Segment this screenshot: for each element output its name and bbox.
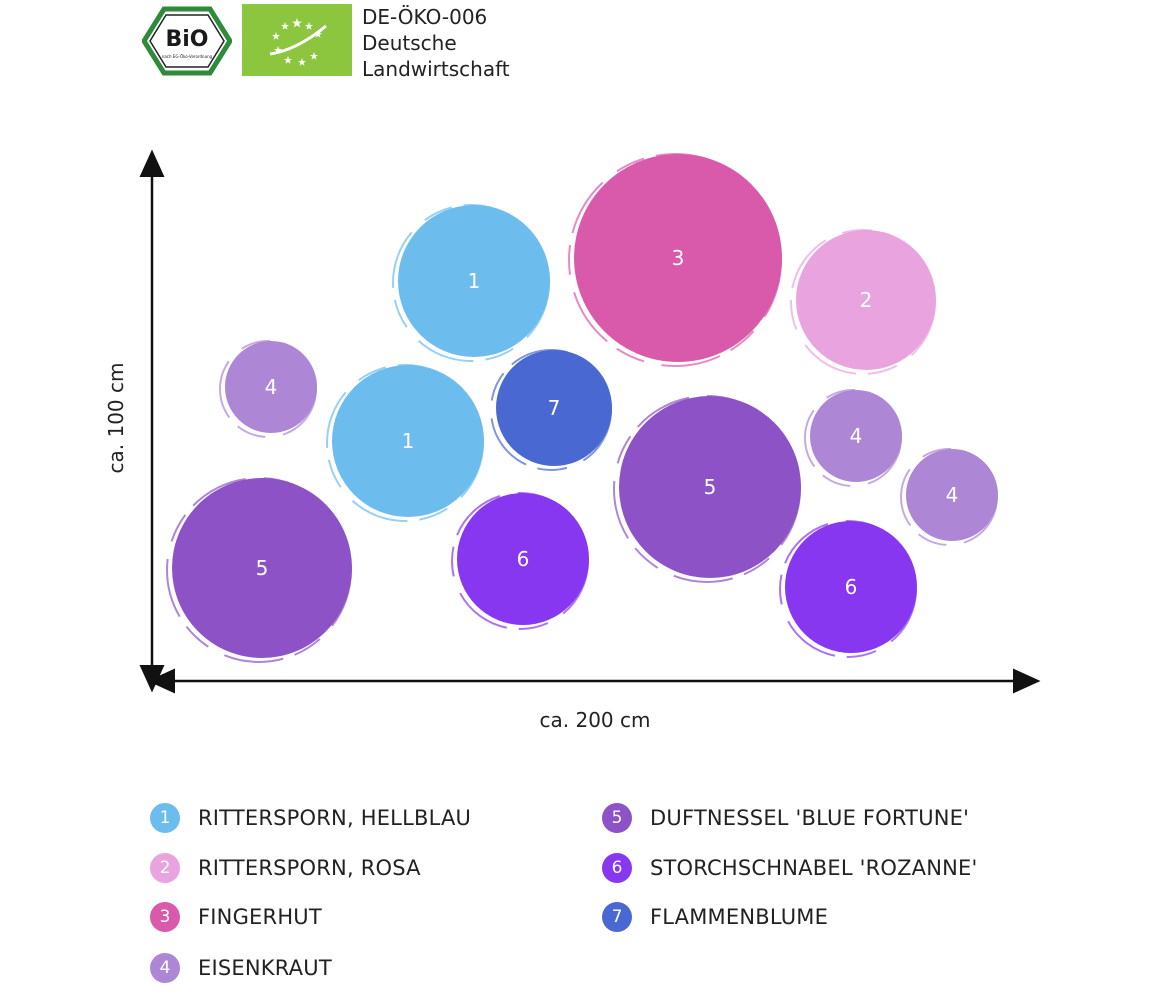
cert-origin: Landwirtschaft <box>362 57 510 81</box>
plant-circle-number: 1 <box>402 429 415 453</box>
certification-text: DE-ÖKO-006 Deutsche Landwirtschaft <box>362 4 510 82</box>
plant-circle-6: 6 <box>779 520 917 658</box>
plant-circle-number: 1 <box>468 269 481 293</box>
plant-circle-number: 6 <box>517 547 530 571</box>
plant-circle-number: 4 <box>850 424 863 448</box>
bio-seal-subtext: nach EG-Öko-Verordnung <box>162 54 213 59</box>
eu-organic-leaf-icon <box>242 4 352 76</box>
plant-circle-6: 6 <box>451 492 589 630</box>
plant-circles: 1 3 2 4 1 7 5 4 4 5 6 6 <box>166 153 998 663</box>
plant-circle-4: 4 <box>900 448 998 546</box>
bio-seal-text: BiO <box>165 27 208 52</box>
plant-circle-4: 4 <box>219 340 317 438</box>
plant-circle-1: 1 <box>392 204 550 362</box>
plant-circle-7: 7 <box>490 349 612 471</box>
plant-circle-number: 3 <box>672 246 685 270</box>
cert-country: Deutsche <box>362 31 457 55</box>
plant-circle-4: 4 <box>804 389 902 487</box>
plant-circle-5: 5 <box>166 477 352 663</box>
plant-circle-3: 3 <box>568 153 782 367</box>
plant-circle-number: 4 <box>265 375 278 399</box>
plant-circle-number: 4 <box>946 483 959 507</box>
plant-circle-number: 6 <box>845 575 858 599</box>
plant-circle-2: 2 <box>790 229 936 375</box>
width-label: ca. 200 cm <box>539 708 651 732</box>
plant-circle-1: 1 <box>326 364 484 522</box>
bio-seal-icon: BiO nach EG-Öko-Verordnung <box>142 6 232 76</box>
plant-circle-5: 5 <box>613 395 801 583</box>
plant-circle-number: 7 <box>548 396 561 420</box>
plant-circle-number: 5 <box>256 556 269 580</box>
height-label: ca. 100 cm <box>104 362 128 474</box>
plant-circle-number: 5 <box>704 475 717 499</box>
plant-circle-number: 2 <box>860 288 873 312</box>
cert-code: DE-ÖKO-006 <box>362 5 488 29</box>
